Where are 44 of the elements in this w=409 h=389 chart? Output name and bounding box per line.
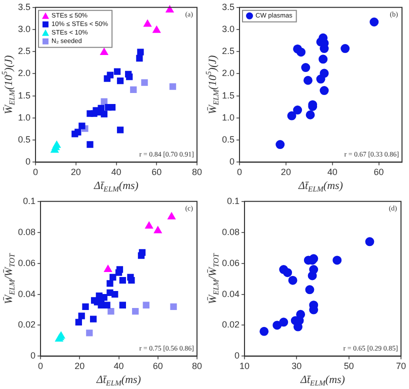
y-tick-label: 0.1 (23, 196, 36, 206)
y-tick-label: 2.0 (222, 68, 235, 78)
x-tick-label: 30 (292, 361, 302, 372)
x-tick-label: 60 (152, 167, 162, 178)
x-tick-label: 40 (111, 167, 122, 178)
y-tick-label: 0.5 (18, 134, 31, 145)
x-tick-label: 60 (152, 361, 163, 372)
y-tick-label: 0 (30, 350, 36, 361)
y-tick-label: 1.5 (222, 90, 235, 100)
y-tick-label: 0.04 (222, 288, 240, 299)
y-tick-label: 0 (25, 156, 31, 167)
x-tick-label: 40 (327, 167, 338, 178)
y-tick-label: 0.1 (227, 196, 240, 206)
y-tick-label: 0 (234, 350, 240, 361)
y-tick-label: 0.08 (18, 226, 36, 237)
y-tick-label: 3.0 (18, 24, 31, 34)
y-tick-label: 0.02 (222, 320, 240, 330)
y-tick-label: 1.0 (18, 112, 31, 122)
y-tick-label: 3.5 (222, 2, 235, 12)
y-tick-label: 0.08 (222, 226, 240, 237)
x-tick-label: 80 (192, 167, 202, 178)
y-tick-label: 0.06 (222, 258, 240, 268)
x-tick-label: 20 (74, 361, 85, 372)
y-tick-label: 2.0 (18, 68, 31, 78)
y-tick-label: 2.5 (222, 46, 235, 56)
y-tick-label: 0 (229, 156, 235, 167)
y-tick-label: 0.04 (18, 288, 36, 299)
y-tick-label: 1.0 (222, 112, 235, 122)
x-tick-label: 40 (114, 361, 124, 372)
y-tick-label: 2.5 (18, 46, 31, 56)
x-tick-label: 50 (344, 361, 354, 372)
x-tick-label: 20 (280, 167, 291, 178)
x-tick-label: 20 (70, 167, 81, 178)
y-tick-label: 0.5 (222, 134, 235, 145)
x-tick-label: 60 (374, 167, 384, 178)
x-tick-label: 80 (192, 361, 202, 372)
y-tick-label: 3.0 (222, 24, 235, 34)
y-tick-label: 1.5 (18, 90, 31, 100)
y-tick-label: 0.02 (18, 320, 36, 330)
x-tick-label: 10 (240, 361, 250, 372)
x-tick-label: 70 (396, 361, 406, 372)
y-tick-label: 3.5 (18, 2, 31, 12)
y-tick-label: 0.06 (18, 258, 36, 268)
x-tick-label: 0 (38, 361, 44, 372)
